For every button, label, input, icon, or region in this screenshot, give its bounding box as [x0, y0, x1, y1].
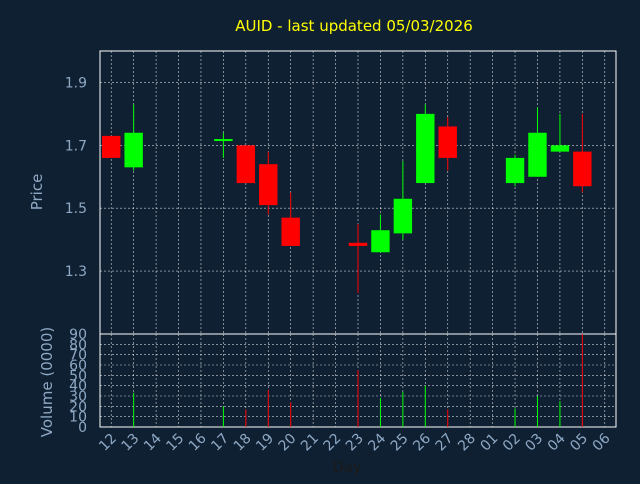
candle-body [573, 151, 592, 187]
chart-title: AUID - last updated 05/03/2026 [235, 17, 473, 35]
x-tick-label: 19 [253, 431, 277, 455]
volume-tick-label: 60 [69, 358, 87, 374]
x-tick-label: 22 [320, 431, 344, 455]
x-tick-label: 27 [433, 431, 457, 455]
x-tick-label: 24 [365, 430, 389, 454]
x-tick-label: 15 [163, 431, 187, 455]
price-tick-label: 1.9 [65, 75, 87, 91]
candle-body [236, 145, 256, 184]
x-tick-label: 02 [500, 431, 524, 455]
volume-tick-label: 10 [69, 410, 87, 426]
x-tick-label: 25 [388, 431, 412, 455]
x-tick-label: 17 [208, 431, 232, 455]
candle-body [393, 198, 413, 234]
price-axis-label: Price [28, 174, 46, 211]
candle-body [348, 242, 368, 246]
volume-tick-label: 0 [78, 420, 87, 436]
volume-tick-label: 40 [69, 379, 87, 395]
price-tick-label: 1.7 [65, 138, 87, 154]
candle-body [371, 230, 390, 253]
volume-tick-label: 30 [69, 389, 87, 405]
price-tick-label: 1.5 [65, 201, 87, 217]
x-tick-label: 18 [231, 431, 255, 455]
x-tick-label: 16 [186, 430, 210, 454]
x-tick-label: 14 [141, 430, 165, 454]
x-tick-label: 28 [455, 431, 479, 455]
candle-body [438, 126, 457, 158]
candle-body [102, 135, 121, 158]
x-tick-label: 05 [567, 431, 591, 455]
volume-tick-label: 90 [69, 327, 87, 343]
volume-tick-label: 20 [69, 399, 87, 415]
x-axis-label: Day [332, 458, 362, 476]
candle-body [416, 113, 435, 184]
volume-tick-label: 80 [69, 337, 87, 353]
x-tick-label: 23 [343, 431, 367, 455]
volume-axis-label: Volume (0000) [38, 327, 56, 437]
volume-tick-label: 50 [69, 368, 87, 384]
volume-tick-label: 70 [69, 348, 87, 364]
x-tick-label: 06 [590, 430, 614, 454]
candle-body [550, 145, 570, 152]
candle-body [124, 132, 143, 168]
x-tick-label: 03 [522, 431, 546, 455]
candle-body [214, 139, 233, 142]
candle-body [528, 132, 547, 177]
candle-body [259, 164, 278, 206]
x-tick-label: 12 [96, 431, 120, 455]
x-tick-label: 04 [545, 430, 569, 454]
x-tick-label: 26 [410, 430, 434, 454]
x-tick-label: 21 [298, 431, 322, 455]
candle-body [281, 217, 300, 246]
candle-body [505, 157, 525, 184]
x-tick-label: 20 [276, 431, 300, 455]
x-tick-label: 13 [119, 431, 143, 455]
plot-layer: 1.31.51.71.90102030405060708090121314151… [65, 50, 617, 455]
x-tick-label: 01 [478, 431, 502, 455]
price-tick-label: 1.3 [65, 264, 87, 280]
